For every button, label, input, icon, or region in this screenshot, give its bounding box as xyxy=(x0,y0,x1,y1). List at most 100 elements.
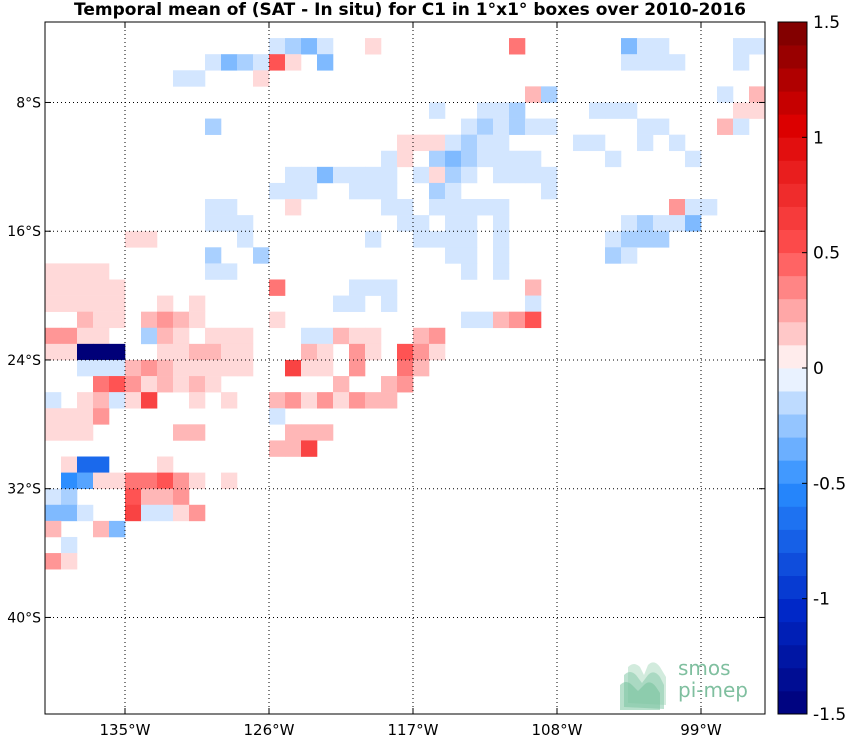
heatmap-cell xyxy=(285,199,302,216)
heatmap-cell xyxy=(541,118,558,135)
heatmap-cell xyxy=(493,199,510,216)
heatmap-cell xyxy=(605,247,622,264)
heatmap-cell xyxy=(509,118,526,135)
heatmap-cell xyxy=(365,343,382,361)
heatmap-cell xyxy=(157,504,174,522)
heatmap-cell xyxy=(381,295,398,312)
heatmap-cell xyxy=(461,134,478,152)
heatmap-cell xyxy=(621,102,638,119)
heatmap-cell xyxy=(157,343,174,361)
heatmap-cell xyxy=(221,392,238,409)
colorbar-swatch xyxy=(778,529,807,553)
heatmap-cell xyxy=(77,359,94,377)
y-tick-label: 16°S xyxy=(7,224,41,240)
heatmap-cell xyxy=(77,456,94,473)
heatmap-cell xyxy=(493,102,510,119)
heatmap-cell xyxy=(125,472,142,489)
colorbar-swatch xyxy=(778,160,807,184)
heatmap-cell xyxy=(109,343,126,361)
heatmap-cell xyxy=(381,199,398,216)
colorbar-swatch xyxy=(778,344,807,369)
heatmap-cell xyxy=(637,134,654,152)
heatmap-cell xyxy=(365,392,382,409)
heatmap-cell xyxy=(77,327,94,345)
heatmap-cell xyxy=(125,231,142,248)
heatmap-cell xyxy=(541,166,558,184)
grid-lines xyxy=(45,22,765,714)
x-axis: 135°W 126°W 117°W 108°W 99°W xyxy=(100,22,722,738)
heatmap-cell xyxy=(525,279,542,296)
heatmap-cell xyxy=(365,231,382,248)
colorbar-tick-label: -1 xyxy=(813,590,830,610)
heatmap-cell xyxy=(189,504,206,522)
heatmap-cell xyxy=(381,150,398,168)
heatmap-cell xyxy=(301,359,318,377)
heatmap-cell xyxy=(61,424,78,441)
heatmap-cell xyxy=(461,231,478,248)
heatmap-cell xyxy=(125,392,142,409)
heatmap-cell xyxy=(445,215,462,232)
heatmap-cell xyxy=(429,231,446,248)
heatmap-cell xyxy=(717,86,734,103)
heatmap-cell xyxy=(413,134,430,152)
heatmap-cell xyxy=(397,134,414,152)
heatmap-cell xyxy=(605,231,622,248)
colorbar-swatch xyxy=(778,91,807,115)
heatmap-cell xyxy=(269,38,286,55)
heatmap-cell xyxy=(173,504,190,522)
heatmap-cell xyxy=(445,199,462,216)
heatmap-cell xyxy=(493,166,510,184)
colorbar-tick-label: 1 xyxy=(813,128,824,148)
heatmap-cell xyxy=(157,359,174,377)
heatmap-cell xyxy=(461,166,478,184)
heatmap-cell xyxy=(189,376,206,393)
heatmap-cell xyxy=(317,54,334,71)
heatmap-cell xyxy=(477,102,494,119)
heatmap-cell xyxy=(221,327,238,345)
heatmap-cell xyxy=(589,134,606,152)
heatmap-cell xyxy=(365,38,382,55)
heatmap-cell xyxy=(301,166,318,184)
heatmap-cell xyxy=(397,359,414,377)
heatmap-cell xyxy=(269,408,286,425)
heatmap-cell xyxy=(45,553,62,570)
heatmap-cell xyxy=(621,231,638,248)
colorbar-swatch xyxy=(778,667,807,692)
heatmap-cell xyxy=(93,456,110,473)
heatmap-cell xyxy=(365,279,382,296)
heatmap-cell xyxy=(749,86,766,103)
heatmap-cell xyxy=(141,392,158,409)
heatmap-cell xyxy=(317,327,334,345)
heatmap-cell xyxy=(205,327,222,345)
x-tick-label: 135°W xyxy=(100,721,151,738)
heatmap-cell xyxy=(61,488,78,506)
heatmap-cell xyxy=(125,359,142,377)
heatmap-cell xyxy=(733,38,750,55)
heatmap-cell xyxy=(269,54,286,71)
heatmap-cell xyxy=(205,54,222,71)
heatmap-cell xyxy=(237,215,254,232)
heatmap-cell xyxy=(461,311,478,329)
heatmap-cell xyxy=(157,311,174,329)
heatmap-cells xyxy=(45,38,766,570)
heatmap-cell xyxy=(365,182,382,200)
heatmap-cell xyxy=(93,359,110,377)
colorbar-swatch xyxy=(778,506,807,530)
heatmap-cell xyxy=(61,408,78,425)
heatmap-cell xyxy=(253,54,270,71)
heatmap-cell xyxy=(221,199,238,216)
heatmap-cell xyxy=(509,102,526,119)
heatmap-cell xyxy=(493,150,510,168)
heatmap-cell xyxy=(141,376,158,393)
heatmap-cell xyxy=(285,54,302,71)
heatmap-cell xyxy=(717,118,734,135)
heatmap-cell xyxy=(61,327,78,345)
heatmap-cell xyxy=(685,150,702,168)
y-axis: 8°S 16°S 24°S 32°S 40°S xyxy=(7,95,765,626)
heatmap-cell xyxy=(77,504,94,522)
heatmap-cell xyxy=(445,182,462,200)
heatmap-cell xyxy=(109,279,126,296)
heatmap-cell xyxy=(269,182,286,200)
heatmap-cell xyxy=(413,166,430,184)
heatmap-cell xyxy=(109,311,126,329)
